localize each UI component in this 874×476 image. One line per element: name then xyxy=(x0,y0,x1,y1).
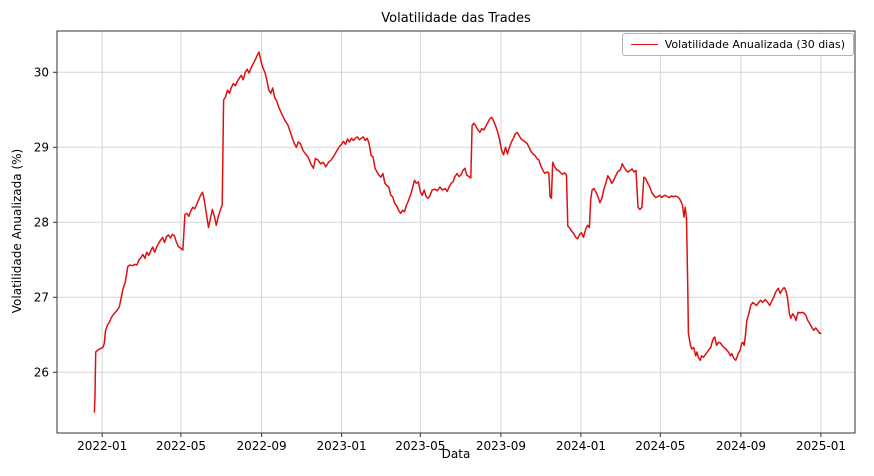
y-tick-label: 27 xyxy=(34,290,49,304)
x-tick-label: 2023-05 xyxy=(395,439,445,453)
x-tick-label: 2024-05 xyxy=(635,439,685,453)
y-tick-label: 26 xyxy=(34,365,49,379)
x-tick-label: 2023-09 xyxy=(476,439,526,453)
series-line xyxy=(93,51,822,413)
chart-title: Volatilidade das Trades xyxy=(381,11,531,26)
x-tick-label: 2024-01 xyxy=(556,439,606,453)
x-tick-label: 2023-01 xyxy=(317,439,367,453)
x-tick-label: 2025-01 xyxy=(796,439,846,453)
y-tick-label: 28 xyxy=(34,215,49,229)
x-axis-label: Data xyxy=(441,447,471,461)
y-axis-label: Volatilidade Anualizada (%) xyxy=(10,148,24,314)
x-tick-label: 2024-09 xyxy=(716,439,766,453)
axes-spines xyxy=(56,30,856,434)
legend-label: Volatilidade Anualizada (30 dias) xyxy=(664,38,845,51)
y-tick-label: 30 xyxy=(34,65,49,79)
legend-line-sample-icon xyxy=(630,44,658,45)
x-tick-label: 2022-05 xyxy=(156,439,206,453)
x-tick-label: 2022-01 xyxy=(77,439,127,453)
y-tick-label: 29 xyxy=(34,140,49,154)
x-tick-label: 2022-09 xyxy=(237,439,287,453)
legend-box: Volatilidade Anualizada (30 dias) xyxy=(621,33,854,56)
